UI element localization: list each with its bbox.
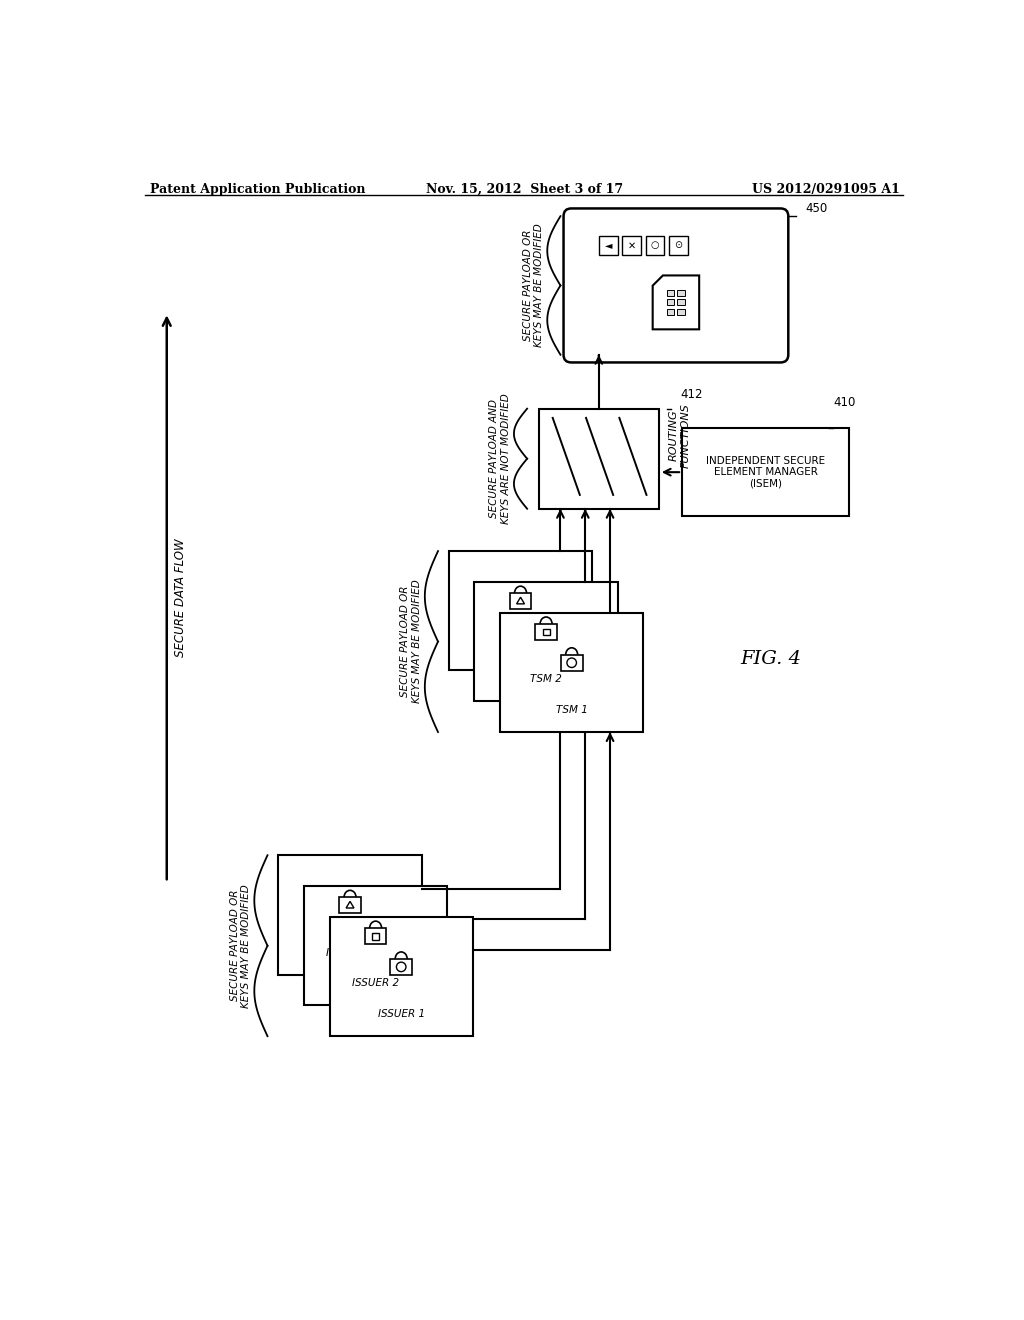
Bar	[304, 886, 447, 1006]
Bar	[678, 300, 685, 305]
Text: ✕: ✕	[628, 240, 636, 251]
Text: Patent Application Publication: Patent Application Publication	[150, 183, 366, 197]
Bar	[536, 624, 557, 640]
Bar	[623, 236, 641, 255]
Bar	[561, 655, 583, 671]
Bar	[330, 917, 473, 1036]
Bar	[500, 612, 643, 733]
FancyBboxPatch shape	[563, 209, 788, 363]
Bar	[667, 300, 675, 305]
Bar	[372, 933, 379, 940]
Text: ROUTING
FUNCTIONS: ROUTING FUNCTIONS	[669, 403, 690, 469]
Text: SECURE PAYLOAD OR
KEYS MAY BE MODIFIED: SECURE PAYLOAD OR KEYS MAY BE MODIFIED	[229, 884, 251, 1007]
Bar	[669, 236, 687, 255]
Text: ◄: ◄	[605, 240, 612, 251]
Text: INDEPENDENT SECURE
ELEMENT MANAGER
(ISEM): INDEPENDENT SECURE ELEMENT MANAGER (ISEM…	[706, 455, 825, 488]
Bar	[390, 958, 412, 975]
Bar	[339, 898, 360, 913]
Bar	[599, 236, 617, 255]
Text: 450: 450	[805, 202, 827, 215]
Bar	[646, 236, 665, 255]
Text: SECURE PAYLOAD OR
KEYS MAY BE MODIFIED: SECURE PAYLOAD OR KEYS MAY BE MODIFIED	[522, 223, 544, 347]
Bar	[539, 409, 658, 508]
Bar	[449, 552, 592, 671]
Text: SECURE PAYLOAD OR
KEYS MAY BE MODIFIED: SECURE PAYLOAD OR KEYS MAY BE MODIFIED	[400, 579, 422, 704]
Text: 412: 412	[681, 388, 703, 401]
Text: 410: 410	[834, 396, 856, 409]
Text: ISSUER 1: ISSUER 1	[378, 1010, 425, 1019]
Bar	[682, 428, 849, 516]
Text: ISSUER 2: ISSUER 2	[352, 978, 399, 989]
Text: SECURE PAYLOAD AND
KEYS ARE NOT MODIFIED: SECURE PAYLOAD AND KEYS ARE NOT MODIFIED	[489, 393, 511, 524]
Bar	[474, 582, 617, 701]
Text: SECURE DATA FLOW: SECURE DATA FLOW	[174, 539, 187, 656]
Bar	[279, 855, 422, 974]
Text: ISSUER 3: ISSUER 3	[327, 948, 374, 958]
Text: US 2012/0291095 A1: US 2012/0291095 A1	[752, 183, 900, 197]
Text: TSM 1: TSM 1	[556, 705, 588, 715]
Text: TSM 3: TSM 3	[505, 644, 537, 653]
Bar	[510, 593, 531, 610]
Text: ○: ○	[650, 240, 659, 251]
Text: Nov. 15, 2012  Sheet 3 of 17: Nov. 15, 2012 Sheet 3 of 17	[426, 183, 624, 197]
Bar	[667, 290, 675, 296]
Text: FIG. 4: FIG. 4	[740, 649, 802, 668]
Text: ⊙: ⊙	[674, 240, 682, 251]
Bar	[543, 628, 550, 635]
Bar	[365, 928, 386, 944]
Bar	[678, 309, 685, 314]
Bar	[678, 290, 685, 296]
Bar	[667, 309, 675, 314]
Text: TSM 2: TSM 2	[530, 675, 562, 684]
